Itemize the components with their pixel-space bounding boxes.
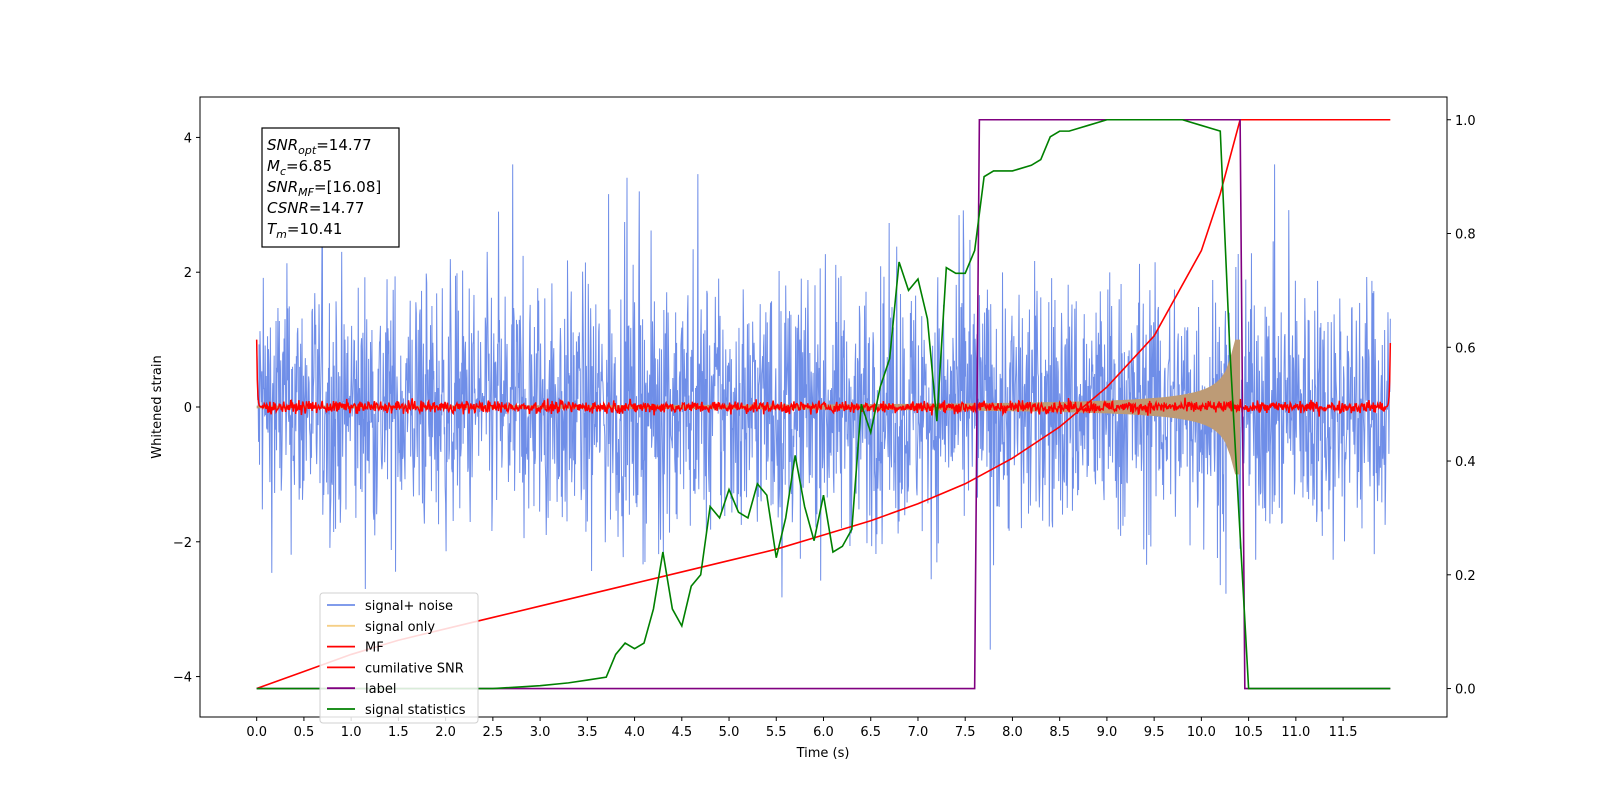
x-tick-label: 1.5: [388, 725, 409, 740]
x-tick-label: 6.0: [813, 725, 834, 740]
y-right-tick-label: 0.8: [1455, 228, 1476, 243]
x-tick-label: 4.5: [671, 725, 692, 740]
legend-label: signal only: [365, 620, 435, 635]
x-tick-label: 7.0: [908, 725, 929, 740]
legend-frame: [319, 592, 479, 724]
info-line: Tm=10.41: [267, 220, 342, 241]
x-tick-label: 4.0: [624, 725, 645, 740]
x-tick-label: 7.5: [955, 725, 976, 740]
x-tick-label: 8.0: [1002, 725, 1023, 740]
x-tick-label: 5.5: [766, 725, 787, 740]
series-signal-noise: [256, 164, 1391, 650]
y-tick-label: 4: [184, 131, 192, 146]
x-tick-label: 3.5: [577, 725, 598, 740]
x-tick-label: 0.0: [246, 725, 267, 740]
x-tick-label: 11.5: [1329, 725, 1358, 740]
info-box: SNRopt=14.77Mc=6.85SNRMF=[16.08]CSNR=14.…: [261, 127, 400, 248]
x-tick-label: 9.5: [1144, 725, 1165, 740]
info-line: SNRMF=[16.08]: [267, 178, 381, 199]
x-tick-label: 6.5: [860, 725, 881, 740]
x-axis-label: Time (s): [796, 746, 850, 761]
legend-label: signal statistics: [365, 703, 466, 718]
legend-label: MF: [365, 641, 384, 656]
y-tick-label: 2: [184, 266, 192, 281]
y-tick-label: −4: [173, 671, 192, 686]
y-right-tick-label: 1.0: [1455, 114, 1476, 129]
y-right-tick-label: 0.0: [1455, 683, 1476, 698]
x-tick-label: 2.0: [435, 725, 456, 740]
y-right-tick-label: 0.6: [1455, 341, 1476, 356]
info-line: SNRopt=14.77: [267, 136, 372, 157]
x-tick-label: 2.5: [483, 725, 504, 740]
x-tick-label: 9.0: [1097, 725, 1118, 740]
legend: signal+ noise signal only MF cumilative SNR…: [319, 592, 479, 724]
x-tick-label: 10.0: [1187, 725, 1216, 740]
legend-label: label: [365, 682, 396, 697]
series-mf: [255, 339, 1392, 417]
series-signal-only: [256, 339, 1241, 475]
legend-label: signal+ noise: [365, 599, 453, 614]
x-tick-label: 11.0: [1281, 725, 1310, 740]
legend-label: cumilative SNR: [365, 661, 464, 676]
y-axis-label: Whitened strain: [150, 355, 165, 458]
x-tick-label: 3.0: [530, 725, 551, 740]
x-tick-label: 0.5: [294, 725, 315, 740]
x-tick-label: 1.0: [341, 725, 362, 740]
y-tick-label: −2: [173, 536, 192, 551]
x-tick-label: 5.0: [719, 725, 740, 740]
y-right-tick-label: 0.2: [1455, 569, 1476, 584]
x-tick-label: 8.5: [1049, 725, 1070, 740]
info-box-frame: [261, 127, 400, 248]
info-line: Mc=6.85: [267, 157, 332, 178]
info-line: CSNR=14.77: [267, 199, 364, 217]
x-tick-label: 10.5: [1234, 725, 1263, 740]
y-right-tick-label: 0.4: [1455, 455, 1476, 470]
y-tick-label: 0: [184, 401, 192, 416]
series-signal-statistics: [256, 118, 1391, 690]
